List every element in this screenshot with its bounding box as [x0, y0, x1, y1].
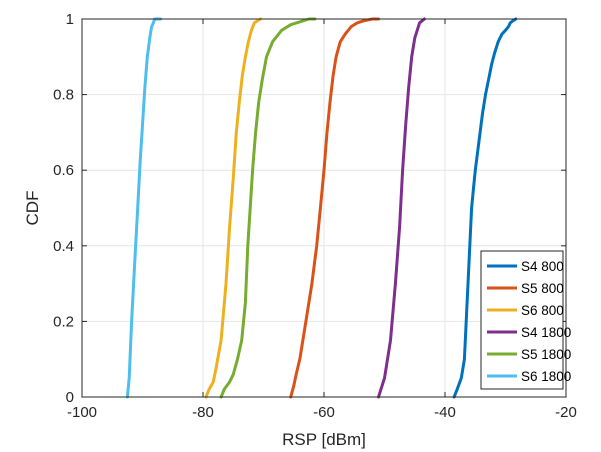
y-tick-label: 1 — [66, 11, 74, 28]
x-tick-label: -40 — [434, 404, 456, 421]
legend-label-s5-800: S5 800 — [521, 281, 564, 296]
x-axis-label: RSP [dBm] — [282, 430, 366, 449]
series-line-s4-1800 — [377, 17, 426, 399]
x-tick-label: -20 — [555, 404, 577, 421]
y-axis-label: CDF — [23, 191, 42, 226]
legend: S4 800 S5 800 S6 800 S4 1800 S5 1800 S6 1800 — [480, 250, 571, 390]
x-tick-label: -60 — [313, 404, 335, 421]
y-tick-label: 0.8 — [53, 87, 74, 104]
series-lines — [125, 17, 518, 399]
series-line-s6-1800 — [125, 17, 163, 399]
legend-label-s6-1800: S6 1800 — [521, 369, 571, 384]
axis-ticks: -100 -80 -60 -40 -20 0 0.2 0.4 0.6 0.8 1 — [53, 11, 577, 421]
y-tick-label: 0.2 — [53, 313, 74, 330]
y-tick-label: 0.6 — [53, 162, 74, 179]
legend-label-s6-800: S6 800 — [521, 303, 564, 318]
series-line-s5-1800 — [219, 17, 317, 399]
legend-box — [480, 250, 564, 390]
x-tick-label: -80 — [192, 404, 214, 421]
x-tick-label: -100 — [67, 404, 97, 421]
y-tick-label: 0 — [66, 389, 74, 406]
y-tick-label: 0.4 — [53, 238, 74, 255]
legend-label-s4-800: S4 800 — [521, 259, 564, 274]
series-line-s4-800 — [452, 17, 518, 399]
series-line-s6-800 — [204, 17, 262, 399]
legend-label-s5-1800: S5 1800 — [521, 347, 571, 362]
legend-label-s4-1800: S4 1800 — [521, 325, 571, 340]
series-line-s5-800 — [289, 17, 380, 399]
